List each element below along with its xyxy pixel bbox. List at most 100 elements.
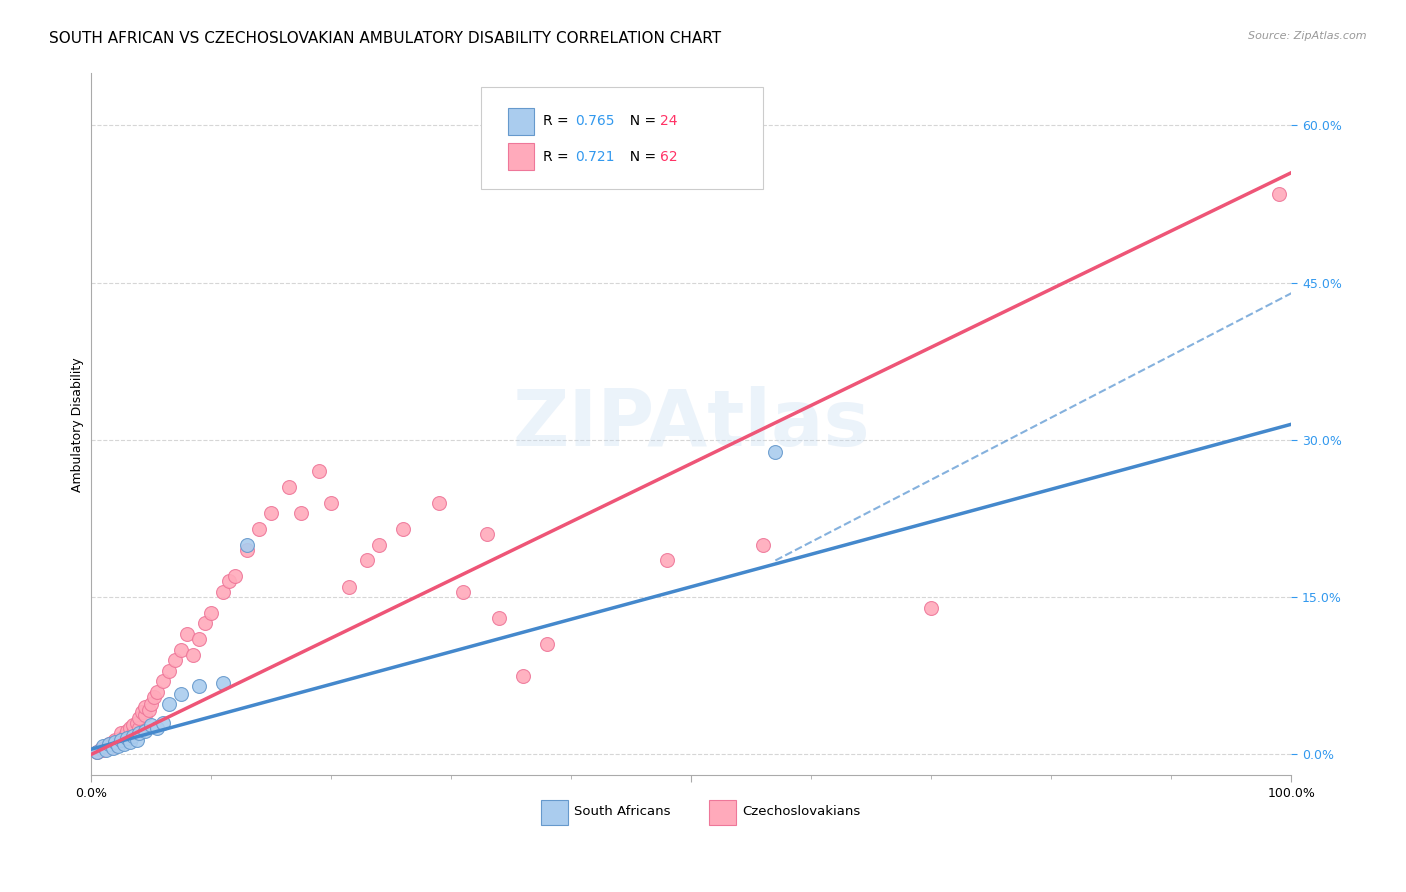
Point: [200, 606, 222, 620]
Point: [122, 729, 145, 743]
Point: [101, 735, 124, 749]
Point: [91, 739, 114, 753]
Point: [368, 538, 391, 552]
Point: [114, 729, 136, 743]
Point: [427, 496, 450, 510]
Point: [125, 716, 148, 731]
Point: [165, 653, 187, 667]
Bar: [508, 108, 534, 135]
Point: [91, 743, 114, 757]
Point: [176, 627, 198, 641]
Point: [134, 724, 156, 739]
Point: [763, 445, 786, 459]
Point: [98, 741, 121, 756]
Text: N =: N =: [620, 150, 659, 163]
Point: [128, 711, 150, 725]
Text: 0.765: 0.765: [575, 114, 614, 128]
Point: [118, 735, 141, 749]
Point: [141, 697, 163, 711]
Text: ZIPAtlas: ZIPAtlas: [513, 386, 870, 462]
Text: 0.721: 0.721: [575, 150, 614, 163]
Point: [131, 706, 153, 720]
Point: [920, 600, 942, 615]
Point: [125, 732, 148, 747]
Point: [236, 543, 259, 558]
Point: [188, 632, 211, 646]
Point: [141, 718, 163, 732]
Point: [98, 737, 121, 751]
Point: [536, 637, 558, 651]
Point: [337, 580, 360, 594]
Point: [110, 731, 132, 745]
Text: 62: 62: [661, 150, 678, 163]
Point: [278, 480, 301, 494]
Point: [115, 731, 138, 746]
Point: [115, 724, 138, 739]
Text: N =: N =: [620, 114, 659, 128]
Point: [1268, 186, 1291, 201]
Point: [212, 676, 235, 690]
Point: [146, 721, 169, 735]
FancyBboxPatch shape: [481, 87, 763, 189]
Point: [212, 585, 235, 599]
Point: [477, 527, 499, 541]
Point: [122, 718, 145, 732]
Point: [392, 522, 415, 536]
Point: [236, 538, 259, 552]
Bar: [508, 144, 534, 169]
Point: [134, 707, 156, 722]
Text: Czechoslovakians: Czechoslovakians: [742, 805, 860, 819]
Point: [110, 726, 132, 740]
Point: [260, 506, 283, 520]
Point: [101, 741, 124, 756]
Point: [488, 611, 510, 625]
Point: [138, 703, 160, 717]
Point: [218, 574, 240, 589]
Point: [146, 684, 169, 698]
Point: [94, 743, 117, 757]
Point: [152, 674, 174, 689]
Text: South Africans: South Africans: [574, 805, 671, 819]
Point: [356, 553, 378, 567]
Point: [122, 726, 145, 740]
Point: [104, 737, 127, 751]
Point: [90, 742, 112, 756]
Point: [157, 697, 180, 711]
Point: [188, 679, 211, 693]
Text: SOUTH AFRICAN VS CZECHOSLOVAKIAN AMBULATORY DISABILITY CORRELATION CHART: SOUTH AFRICAN VS CZECHOSLOVAKIAN AMBULAT…: [49, 31, 721, 46]
Point: [170, 642, 193, 657]
Point: [86, 745, 108, 759]
Point: [657, 553, 679, 567]
Point: [128, 721, 150, 735]
Point: [152, 716, 174, 731]
Point: [170, 687, 193, 701]
Point: [86, 745, 108, 759]
Text: 24: 24: [661, 114, 678, 128]
Bar: [710, 800, 735, 824]
Point: [112, 737, 135, 751]
Point: [290, 506, 312, 520]
Point: [157, 664, 180, 678]
Text: R =: R =: [543, 114, 572, 128]
Point: [142, 690, 165, 704]
Point: [98, 737, 121, 751]
Point: [107, 739, 129, 753]
Point: [308, 464, 330, 478]
Text: R =: R =: [543, 150, 572, 163]
Y-axis label: Ambulatory Disability: Ambulatory Disability: [72, 357, 84, 491]
Point: [104, 735, 127, 749]
Point: [224, 569, 246, 583]
Point: [104, 732, 127, 747]
Point: [247, 522, 270, 536]
Point: [101, 739, 124, 753]
Bar: [541, 800, 568, 824]
Point: [321, 496, 343, 510]
Point: [115, 731, 138, 745]
Point: [453, 585, 475, 599]
Point: [94, 740, 117, 755]
Point: [752, 538, 775, 552]
Point: [110, 732, 132, 747]
Text: Source: ZipAtlas.com: Source: ZipAtlas.com: [1249, 31, 1367, 41]
Point: [128, 726, 150, 740]
Point: [118, 721, 141, 735]
